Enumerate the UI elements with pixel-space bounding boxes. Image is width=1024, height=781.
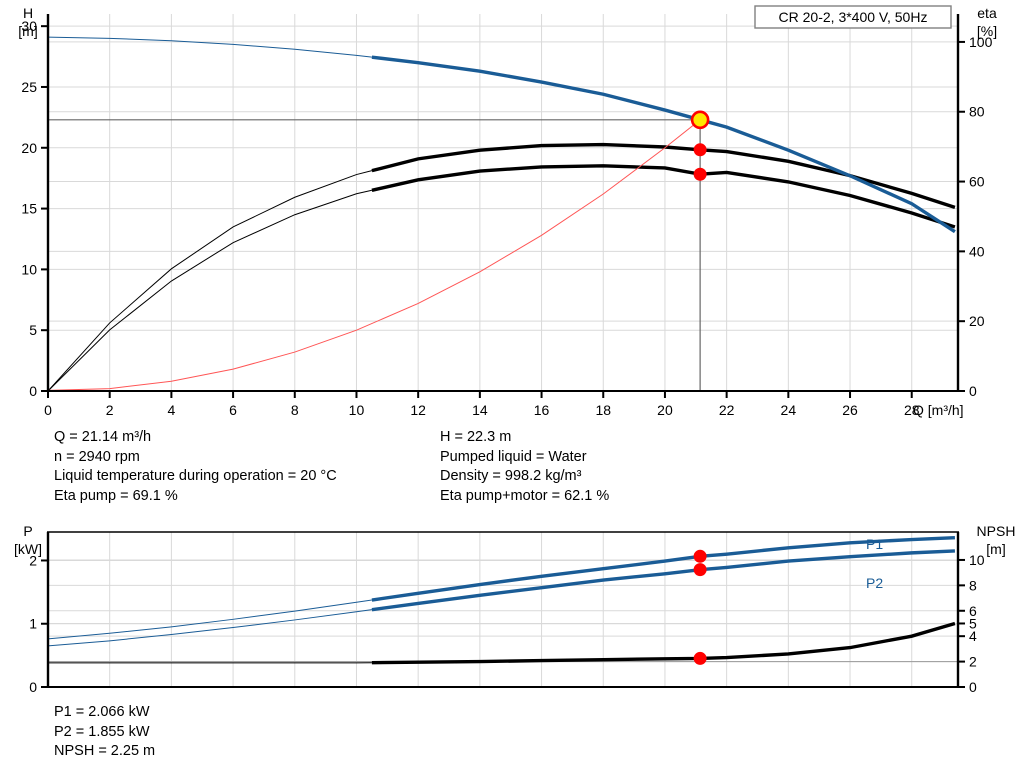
x-tick-label: 28 — [904, 402, 920, 418]
x-tick-label: 24 — [781, 402, 797, 418]
eta-pump-motor-curve-thin — [47, 189, 373, 392]
x-tick-label: 20 — [657, 402, 673, 418]
y-tick-label-left-lower: 2 — [29, 552, 37, 568]
p2-curve-label: P2 — [866, 575, 883, 591]
y-tick-label-left: 20 — [21, 140, 37, 156]
y-axis-right-title: eta — [977, 5, 997, 21]
y-tick-label-left-lower: 0 — [29, 679, 37, 695]
y-tick-label-right: 60 — [969, 174, 985, 190]
y-tick-label-right: 100 — [969, 34, 993, 50]
y-tick-label-right: 0 — [969, 383, 977, 399]
x-tick-label: 22 — [719, 402, 735, 418]
duty-info-line: Q = 21.14 m³/h — [54, 429, 152, 445]
y-tick-label-left: 25 — [21, 79, 37, 95]
x-tick-label: 14 — [472, 402, 488, 418]
duty-info-line: Density = 998.2 kg/m³ — [440, 468, 582, 484]
y-axis-left-title-lower: P — [23, 523, 32, 539]
y-tick-label-right-lower: 5 — [969, 615, 977, 631]
y-tick-label-right: 20 — [969, 313, 985, 329]
duty-info-bottom: P1 = 2.066 kW P2 = 1.855 kW NPSH = 2.25 m — [54, 703, 155, 762]
x-axis-label: Q [m³/h] — [913, 402, 964, 418]
eta-pump-curve-thin — [47, 170, 373, 392]
duty-info-line: Eta pump+motor = 62.1 % — [440, 487, 610, 504]
x-tick-label: 26 — [842, 402, 858, 418]
duty-info-line: P1 = 2.066 kW — [54, 704, 150, 720]
x-tick-label: 8 — [291, 402, 299, 418]
x-tick-label: 10 — [349, 402, 365, 418]
duty-info-line: NPSH = 2.25 m — [54, 743, 156, 759]
duty-info-line: P2 = 1.855 kW — [54, 723, 150, 740]
duty-info-line: Pumped liquid = Water — [440, 448, 587, 465]
y-axis-right-title-lower: NPSH — [977, 523, 1016, 539]
y-tick-label-left: 10 — [21, 261, 37, 277]
p1-curve-thin — [47, 599, 372, 640]
y-tick-label-left: 5 — [29, 322, 37, 338]
title-box-label: CR 20-2, 3*400 V, 50Hz — [779, 9, 928, 25]
x-tick-label: 16 — [534, 402, 550, 418]
system-curve — [47, 119, 701, 391]
y-tick-label-right: 40 — [969, 243, 985, 259]
y-axis-left-title: H — [23, 5, 33, 21]
duty-marker-p2 — [693, 563, 707, 577]
y-tick-label-right-lower: 8 — [969, 577, 977, 593]
duty-info-right: H = 22.3 m Pumped liquid = Water Density =… — [440, 428, 609, 506]
duty-info-line: H = 22.3 m — [440, 429, 512, 445]
y-axis-right-title-unit-lower: [m] — [986, 541, 1005, 557]
duty-marker-eta-pump-motor — [693, 167, 707, 181]
y-tick-label-right-lower: 6 — [969, 603, 977, 619]
x-tick-label: 4 — [167, 402, 175, 418]
y-tick-label-left: 0 — [29, 383, 37, 399]
y-tick-label-right-lower: 10 — [969, 552, 985, 568]
p1-curve-label: P1 — [866, 536, 883, 552]
p2-curve — [371, 549, 955, 612]
p1-curve — [371, 535, 955, 602]
head-curve-thin — [47, 36, 372, 58]
y-axis-left-title-unit-lower: [kW] — [14, 541, 42, 557]
duty-info-line: Eta pump = 69.1 % — [54, 487, 178, 504]
y-tick-label-right: 80 — [969, 104, 985, 120]
y-tick-label-left-lower: 1 — [29, 616, 37, 632]
y-tick-label-right-lower: 0 — [969, 679, 977, 695]
eta-pump-motor-curve — [371, 164, 956, 229]
x-tick-label: 12 — [410, 402, 426, 418]
npsh-curve — [371, 621, 956, 665]
y-axis-right-title-unit: [%] — [977, 23, 997, 39]
eta-pump-curve — [371, 142, 956, 210]
duty-marker-npsh — [693, 651, 707, 665]
x-tick-label: 6 — [229, 402, 237, 418]
x-tick-label: 18 — [595, 402, 611, 418]
duty-marker-eta-pump — [693, 143, 707, 157]
duty-info-left: Q = 21.14 m³/h n = 2940 rpm Liquid tempera… — [54, 428, 337, 506]
x-tick-label: 0 — [44, 402, 52, 418]
title-box — [754, 5, 952, 29]
x-tick-label: 2 — [106, 402, 114, 418]
y-tick-label-right-lower: 2 — [969, 654, 977, 670]
y-tick-label-left: 30 — [21, 18, 37, 34]
y-tick-label-right-lower: 4 — [969, 628, 977, 644]
y-axis-left-title-unit: [m] — [18, 23, 37, 39]
duty-info-line: n = 2940 rpm — [54, 448, 140, 465]
duty-point-marker[interactable] — [690, 110, 710, 130]
p2-curve-thin — [47, 609, 372, 647]
duty-marker-p1 — [693, 549, 707, 563]
duty-info-line: Liquid temperature during operation = 20… — [54, 468, 337, 484]
head-curve — [371, 55, 956, 234]
y-tick-label-left: 15 — [21, 201, 37, 217]
